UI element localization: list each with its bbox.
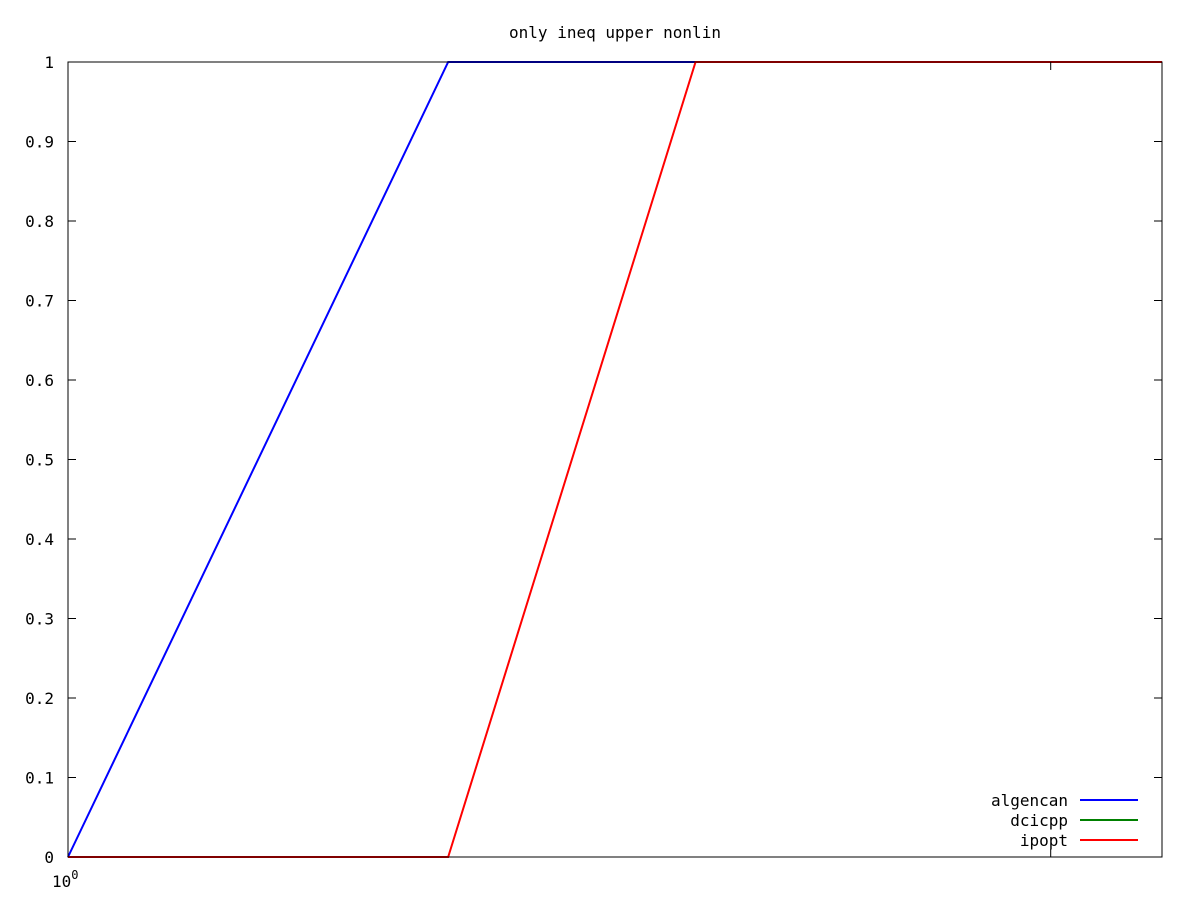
legend-label-dcicpp: dcicpp xyxy=(1010,811,1068,830)
y-tick-label: 0.5 xyxy=(25,451,54,470)
legend-label-algencan: algencan xyxy=(991,791,1068,810)
plot-frame xyxy=(67,61,1163,858)
y-tick-label: 0.1 xyxy=(25,769,54,788)
x-tick-label-base: 10 xyxy=(52,872,71,891)
y-tick-label: 1 xyxy=(44,53,54,72)
series-line-algencan xyxy=(67,61,1162,858)
x-tick-label: 100 xyxy=(52,868,79,891)
y-tick-label: 0.9 xyxy=(25,133,54,152)
series-line-ipopt xyxy=(68,61,1162,858)
y-tick-label: 0.7 xyxy=(25,292,54,311)
legend-label-ipopt: ipopt xyxy=(1020,831,1068,850)
y-tick-label: 0.4 xyxy=(25,530,54,549)
y-tick-label: 0 xyxy=(44,848,54,867)
y-tick-label: 0.6 xyxy=(25,371,54,390)
y-tick-label: 0.2 xyxy=(25,689,54,708)
y-tick-label: 0.3 xyxy=(25,610,54,629)
chart-title: only ineq upper nonlin xyxy=(509,23,721,42)
y-tick-label: 0.8 xyxy=(25,212,54,231)
plot-area xyxy=(67,61,1162,858)
x-tick-label-exponent: 0 xyxy=(71,868,78,882)
